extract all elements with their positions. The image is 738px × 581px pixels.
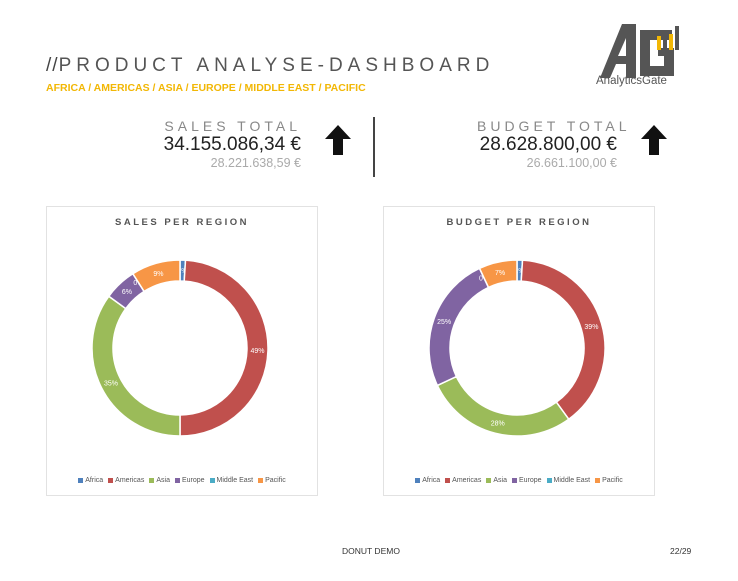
legend-swatch	[209, 478, 215, 483]
logo-a-cutout	[618, 38, 626, 56]
donut-slice-americas	[520, 259, 606, 421]
data-label-asia: 35%	[104, 381, 118, 388]
legend-item-asia: Asia	[149, 477, 170, 484]
data-label-europe: 6%	[122, 289, 132, 296]
donut-chart: 1%49%35%6%0%9%	[91, 259, 269, 437]
data-label-pacific: 9%	[153, 271, 163, 278]
page-number: 22/29	[670, 546, 692, 556]
title-text: PRODUCT ANALYSE-DASHBOARD	[58, 55, 495, 76]
legend-label: Asia	[156, 477, 170, 484]
legend-label: Americas	[115, 477, 145, 484]
legend-swatch	[108, 478, 114, 483]
logo-bar-3	[669, 34, 673, 50]
donut-slice-europe	[428, 267, 490, 387]
legend-swatch	[258, 478, 264, 483]
legend-label: Americas	[452, 477, 482, 484]
legend-label: Middle East	[216, 477, 254, 484]
logo-bar-2	[663, 30, 667, 50]
sales-total-value: 34.155.086,34 €	[163, 134, 301, 155]
budget-total-kpi: BUDGET TOTAL 28.628.800,00 € 26.661.100,…	[477, 118, 631, 170]
footer-title: DONUT DEMO	[342, 546, 400, 556]
budget-total-label: BUDGET TOTAL	[477, 118, 631, 134]
legend-item-middle-east: Middle East	[209, 477, 254, 484]
data-label-americas: 49%	[250, 348, 264, 355]
legend-item-asia: Asia	[486, 477, 507, 484]
logo-a-shape	[600, 24, 636, 78]
legend-item-africa: Africa	[78, 477, 103, 484]
legend-swatch	[546, 478, 552, 483]
legend-item-pacific: Pacific	[258, 477, 286, 484]
legend-swatch	[415, 478, 421, 483]
legend-swatch	[486, 478, 492, 483]
budget-per-region-chart: BUDGET PER REGION 1%39%28%25%0%7% Africa…	[383, 206, 655, 496]
legend-swatch	[78, 478, 84, 483]
chart-title: BUDGET PER REGION	[446, 217, 592, 228]
legend-swatch	[149, 478, 155, 483]
region-subtitle: AFRICA / AMERICAS / ASIA / EUROPE / MIDD…	[46, 82, 366, 94]
legend-label: Africa	[85, 477, 104, 484]
legend-item-europe: Europe	[511, 477, 542, 484]
donut-slice-asia	[91, 295, 181, 437]
logo-bar-1	[657, 36, 661, 50]
legend-label: Africa	[422, 477, 441, 484]
legend-item-pacific: Pacific	[595, 477, 623, 484]
legend-label: Europe	[181, 477, 205, 484]
data-label-europe: 25%	[437, 319, 451, 326]
legend-swatch	[174, 478, 180, 483]
budget-total-previous: 26.661.100,00 €	[526, 156, 617, 170]
data-label-africa: 1%	[514, 268, 524, 275]
legend-swatch	[595, 478, 601, 483]
logo-bar-4	[675, 26, 679, 50]
logo-g-shape	[640, 30, 674, 76]
donut-slice-pacific	[131, 259, 181, 293]
data-label-pacific: 7%	[495, 270, 505, 277]
data-label-africa: 1%	[177, 268, 187, 275]
chart-legend: Africa Americas Asia Europe Middle East Pacif…	[47, 477, 317, 484]
data-label-asia: 28%	[491, 421, 505, 428]
legend-label: Asia	[493, 477, 507, 484]
arrow-up-icon	[325, 125, 351, 155]
donut-slice-pacific	[478, 259, 518, 289]
legend-item-middle-east: Middle East	[546, 477, 591, 484]
legend-item-europe: Europe	[174, 477, 205, 484]
analyticsgate-logo	[600, 24, 679, 78]
legend-label: Middle East	[553, 477, 591, 484]
legend-label: Pacific	[265, 477, 286, 484]
chart-title: SALES PER REGION	[115, 217, 249, 228]
logo-text: AnalyticsGate	[596, 75, 667, 87]
sales-per-region-chart: SALES PER REGION 1%49%35%6%0%9% AfricaAm…	[46, 206, 318, 496]
chart-legend: Africa Americas Asia Europe Middle East Pacif…	[384, 477, 654, 484]
budget-total-value: 28.628.800,00 €	[479, 134, 617, 155]
legend-item-africa: Africa	[415, 477, 440, 484]
legend-item-americas: Americas	[108, 477, 144, 484]
legend-item-americas: Americas	[445, 477, 481, 484]
legend-swatch	[511, 478, 517, 483]
donut-chart: 1%39%28%25%0%7%	[428, 259, 606, 437]
data-label-americas: 39%	[584, 324, 598, 331]
sales-total-label: SALES TOTAL	[164, 118, 301, 134]
legend-swatch	[445, 478, 451, 483]
kpi-divider	[373, 117, 375, 177]
legend-label: Pacific	[602, 477, 623, 484]
sales-total-previous: 28.221.638,59 €	[210, 156, 301, 170]
page-title: //PRODUCT ANALYSE-DASHBOARD	[46, 55, 494, 77]
legend-label: Europe	[518, 477, 542, 484]
sales-total-kpi: SALES TOTAL 34.155.086,34 € 28.221.638,5…	[161, 118, 301, 170]
title-slashes: //	[46, 55, 59, 76]
arrow-up-icon	[641, 125, 667, 155]
